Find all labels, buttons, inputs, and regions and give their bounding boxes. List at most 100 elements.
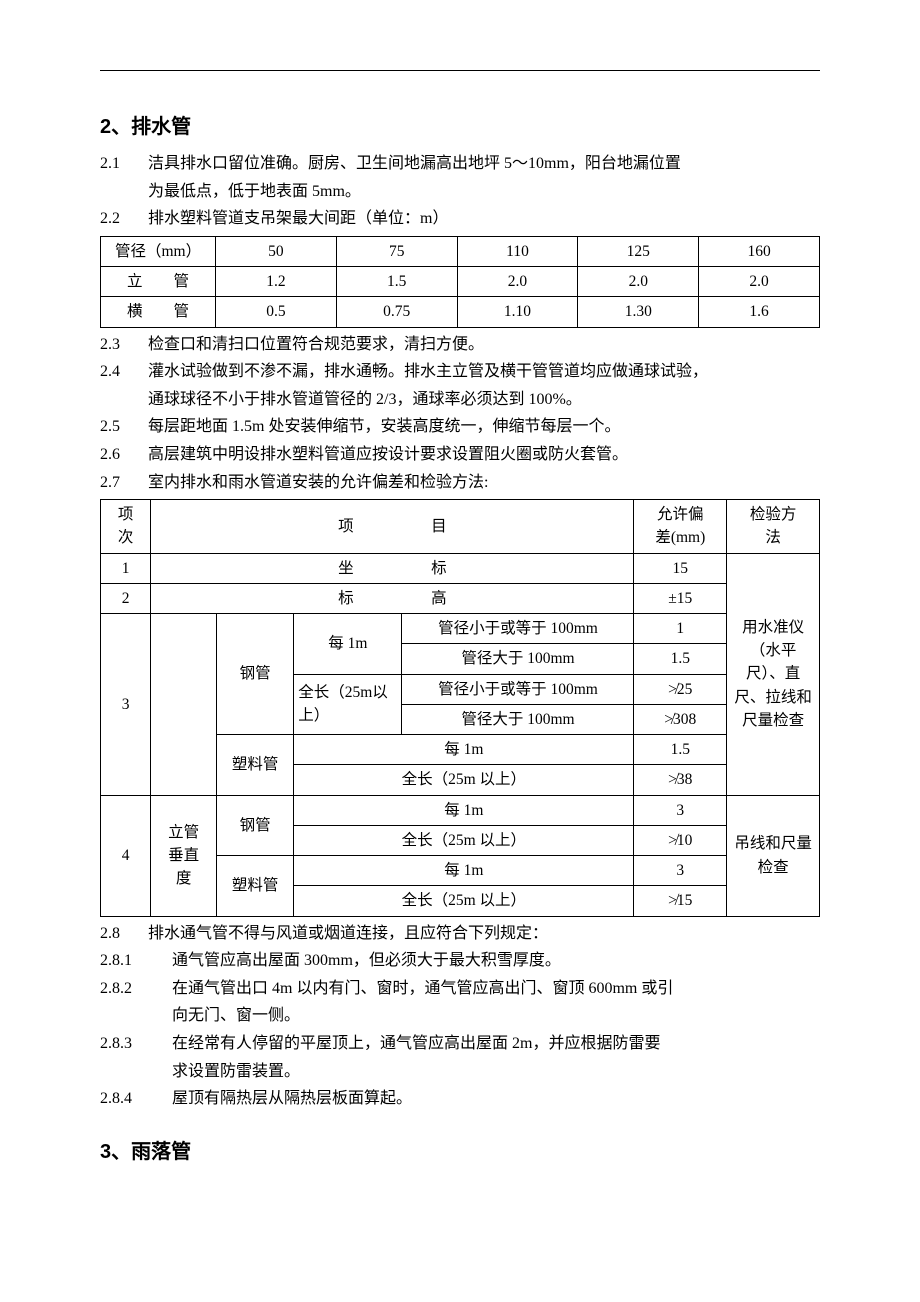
num-2-6: 2.6 xyxy=(100,442,148,468)
t2-r1-item: 坐 标 xyxy=(151,553,634,583)
t2-r3-no: 3 xyxy=(101,614,151,796)
para-2-2: 2.2排水塑料管道支吊架最大间距（单位：m） xyxy=(100,206,820,232)
table-row: 管径（mm） 50 75 110 125 160 xyxy=(101,236,820,266)
t2-r4-s-full: 全长（25m 以上） xyxy=(294,825,634,855)
para-2-8: 2.8排水通气管不得与风道或烟道连接，且应符合下列规定： xyxy=(100,921,820,947)
header-rule xyxy=(100,70,820,71)
t2-h-tol-a: 允许偏 xyxy=(657,506,704,523)
text-2-7: 室内排水和雨水管道安装的允许偏差和检验方法: xyxy=(148,474,488,491)
t2-r4-steel: 钢管 xyxy=(216,795,293,856)
num-2-5: 2.5 xyxy=(100,414,148,440)
num-2-8-4: 2.8.4 xyxy=(100,1086,172,1112)
t2-r3-d-le100-a: 管径小于或等于 100mm xyxy=(402,614,634,644)
para-2-4-line1: 2.4灌水试验做到不渗不漏，排水通畅。排水主立管及横干管管道均应做通球试验， xyxy=(100,359,820,385)
para-2-1-line2: 为最低点，低于地表面 5mm。 xyxy=(100,179,820,205)
t2-r3-full: 全长（25m以上） xyxy=(294,674,402,735)
t1-r0-c3: 2.0 xyxy=(578,267,699,297)
text-2-8: 排水通气管不得与风道或烟道连接，且应符合下列规定： xyxy=(148,925,548,942)
para-2-7: 2.7室内排水和雨水管道安装的允许偏差和检验方法: xyxy=(100,470,820,496)
t2-h-method: 检验方法 xyxy=(727,500,820,554)
text-2-1-a: 洁具排水口留位准确。厨房、卫生间地漏高出地坪 5～10mm，阳台地漏位置 xyxy=(148,155,681,172)
t2-r4-p-tol-per1m: 3 xyxy=(634,856,727,886)
t2-r4-p-tol-full: ≯15 xyxy=(634,886,727,916)
text-2-2: 排水塑料管道支吊架最大间距（单位：m） xyxy=(148,210,448,227)
num-2-8-3: 2.8.3 xyxy=(100,1031,172,1057)
table-tolerances: 项次 项 目 允许偏差(mm) 检验方法 1 坐 标 15 用水准仪（水平尺）、… xyxy=(100,499,820,917)
table-pipe-spacing: 管径（mm） 50 75 110 125 160 立 管 1.2 1.5 2.0… xyxy=(100,236,820,328)
t2-r3-d-gt100-b: 管径大于 100mm xyxy=(402,704,634,734)
num-2-7: 2.7 xyxy=(100,470,148,496)
num-2-4: 2.4 xyxy=(100,359,148,385)
text-2-8-3-a: 在经常有人停留的平屋顶上，通气管应高出屋面 2m，并应根据防雷要 xyxy=(172,1035,660,1052)
t2-method2: 吊线和尺量检查 xyxy=(727,795,820,916)
text-2-8-1: 通气管应高出屋面 300mm，但必须大于最大积雪厚度。 xyxy=(172,952,561,969)
t2-r3-p-per1m: 每 1m xyxy=(294,735,634,765)
t2-r3-per1m: 每 1m xyxy=(294,614,402,675)
t2-r4-no: 4 xyxy=(101,795,151,916)
t2-r2-tol: ±15 xyxy=(634,583,727,613)
table-row: 2 标 高 ±15 xyxy=(101,583,820,613)
t1-h1: 50 xyxy=(216,236,337,266)
num-2-8-2: 2.8.2 xyxy=(100,976,172,1002)
para-2-4-line2: 通球球径不小于排水管道管径的 2/3，通球率必须达到 100%。 xyxy=(100,387,820,413)
t2-r3-tol-c: ≯25 xyxy=(634,674,727,704)
t2-h-item: 项 目 xyxy=(151,500,634,554)
t2-r3-blank xyxy=(151,614,217,796)
t2-h-tol: 允许偏差(mm) xyxy=(634,500,727,554)
t2-r3-p-tol-full: ≯38 xyxy=(634,765,727,795)
t1-r0-c0: 1.2 xyxy=(216,267,337,297)
para-2-1-line1: 2.1洁具排水口留位准确。厨房、卫生间地漏高出地坪 5～10mm，阳台地漏位置 xyxy=(100,151,820,177)
num-2-1: 2.1 xyxy=(100,151,148,177)
page: 2、排水管 2.1洁具排水口留位准确。厨房、卫生间地漏高出地坪 5～10mm，阳… xyxy=(0,0,920,1302)
t2-r3-tol-b: 1.5 xyxy=(634,644,727,674)
text-2-6: 高层建筑中明设排水塑料管道应按设计要求设置阻火圈或防火套管。 xyxy=(148,446,628,463)
para-2-8-2-b: 向无门、窗一侧。 xyxy=(100,1003,820,1029)
t2-r3-d-gt100-a: 管径大于 100mm xyxy=(402,644,634,674)
t2-r3-p-tol-per1m: 1.5 xyxy=(634,735,727,765)
text-2-4-a: 灌水试验做到不渗不漏，排水通畅。排水主立管及横干管管道均应做通球试验， xyxy=(148,363,708,380)
t2-r4-p-full: 全长（25m 以上） xyxy=(294,886,634,916)
t2-r4-vlabel: 立管垂直度 xyxy=(151,795,217,916)
heading-section-3: 3、雨落管 xyxy=(100,1136,820,1168)
table-row: 3 钢管 每 1m 管径小于或等于 100mm 1 xyxy=(101,614,820,644)
t2-h-method-a: 检验方 xyxy=(750,506,797,523)
t1-r0-label: 立 管 xyxy=(101,267,216,297)
num-2-8-1: 2.8.1 xyxy=(100,948,172,974)
t2-r4-s-tol-per1m: 3 xyxy=(634,795,727,825)
para-2-8-3-a: 2.8.3在经常有人停留的平屋顶上，通气管应高出屋面 2m，并应根据防雷要 xyxy=(100,1031,820,1057)
t1-h5: 160 xyxy=(699,236,820,266)
t2-r4-vl-b: 垂直 xyxy=(168,847,199,864)
t1-r1-c3: 1.30 xyxy=(578,297,699,327)
t2-r4-p-per1m: 每 1m xyxy=(294,856,634,886)
t1-r0-c2: 2.0 xyxy=(457,267,578,297)
t2-r1-tol: 15 xyxy=(634,553,727,583)
t2-r4-s-tol-full: ≯10 xyxy=(634,825,727,855)
num-2-3: 2.3 xyxy=(100,332,148,358)
num-2-8: 2.8 xyxy=(100,921,148,947)
t2-h-no: 项次 xyxy=(101,500,151,554)
table-row: 1 坐 标 15 用水准仪（水平尺）、直尺、拉线和尺量检查 xyxy=(101,553,820,583)
t2-r3-tol-d: ≯308 xyxy=(634,704,727,734)
t2-r2-no: 2 xyxy=(101,583,151,613)
t1-h2: 75 xyxy=(336,236,457,266)
t2-h-tol-b: 差(mm) xyxy=(655,529,705,546)
table-row: 横 管 0.5 0.75 1.10 1.30 1.6 xyxy=(101,297,820,327)
t2-h-method-b: 法 xyxy=(765,529,781,546)
t1-r0-c1: 1.5 xyxy=(336,267,457,297)
para-2-8-3-b: 求设置防雷装置。 xyxy=(100,1059,820,1085)
t2-r3-p-full: 全长（25m 以上） xyxy=(294,765,634,795)
num-2-2: 2.2 xyxy=(100,206,148,232)
para-2-8-2-a: 2.8.2在通气管出口 4m 以内有门、窗时，通气管应高出门、窗顶 600mm … xyxy=(100,976,820,1002)
t2-r1-no: 1 xyxy=(101,553,151,583)
t2-r4-vl-a: 立管 xyxy=(168,824,199,841)
t1-r1-c1: 0.75 xyxy=(336,297,457,327)
t1-r1-c2: 1.10 xyxy=(457,297,578,327)
t2-r3-steel: 钢管 xyxy=(216,614,293,735)
table-row: 项次 项 目 允许偏差(mm) 检验方法 xyxy=(101,500,820,554)
t2-r3-tol-a: 1 xyxy=(634,614,727,644)
table-row: 立 管 1.2 1.5 2.0 2.0 2.0 xyxy=(101,267,820,297)
heading-section-2: 2、排水管 xyxy=(100,111,820,143)
text-2-5: 每层距地面 1.5m 处安装伸缩节，安装高度统一，伸缩节每层一个。 xyxy=(148,418,620,435)
t2-r4-s-per1m: 每 1m xyxy=(294,795,634,825)
t2-r4-vl-c: 度 xyxy=(176,870,192,887)
